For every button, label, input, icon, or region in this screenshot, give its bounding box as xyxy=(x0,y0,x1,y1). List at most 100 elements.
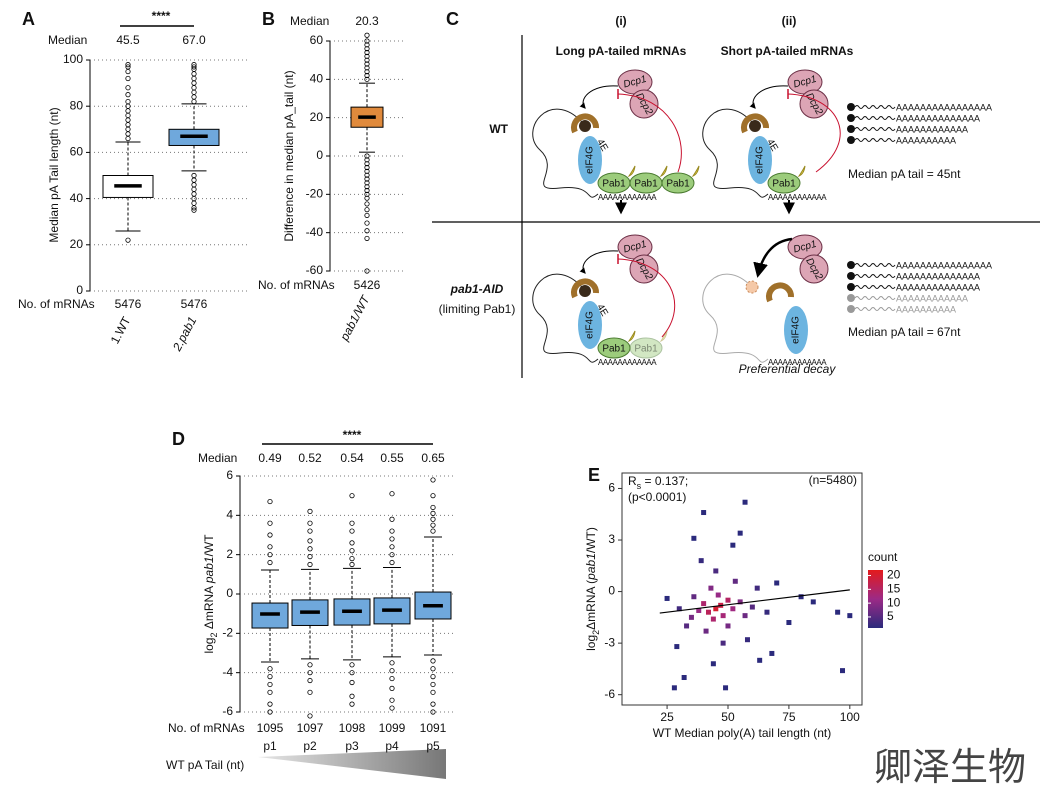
trend-line xyxy=(659,589,850,614)
decap-arrow xyxy=(753,237,793,278)
poly-a: AAAAAAAAAA xyxy=(896,135,956,145)
y-tick-label: 2 xyxy=(226,547,233,561)
outlier xyxy=(125,85,131,91)
count-label: 1099 xyxy=(379,721,406,735)
y-tick-label: 20 xyxy=(70,237,84,251)
outlier xyxy=(125,64,131,70)
pab-tag xyxy=(797,165,806,178)
x-tick-label: 50 xyxy=(721,710,735,724)
eif4g xyxy=(784,306,808,354)
pab-tag xyxy=(627,165,636,178)
inhibition xyxy=(617,258,676,338)
outlier xyxy=(389,675,395,682)
axis-label: log2 ΔmRNA pab1/WT xyxy=(202,534,219,654)
count-label: 5426 xyxy=(354,278,381,292)
point xyxy=(691,594,697,600)
count-title: No. of mRNAs xyxy=(258,278,335,292)
decap-arrow xyxy=(579,250,619,274)
outlier xyxy=(267,709,273,715)
eif4e xyxy=(571,113,599,134)
outlier xyxy=(125,135,131,142)
protein-label: Pab1 xyxy=(634,344,658,355)
outlier xyxy=(125,122,131,128)
y-tick-label: -40 xyxy=(306,225,324,239)
median-label: 0.55 xyxy=(380,451,404,465)
label-part: log xyxy=(584,635,598,651)
protein-label: Pab1 xyxy=(634,179,658,190)
label-part: 2 xyxy=(591,630,601,635)
point xyxy=(713,568,719,574)
row-note: (limiting Pab1) xyxy=(439,302,516,316)
outlier xyxy=(389,668,395,674)
outlier xyxy=(307,554,313,560)
point xyxy=(681,675,687,681)
point xyxy=(835,609,841,615)
outlier xyxy=(364,157,370,163)
label-part: R xyxy=(628,474,637,488)
row-label: WT xyxy=(489,122,508,136)
median-label: 0.65 xyxy=(421,451,445,465)
outlier xyxy=(191,207,197,213)
y-tick-label: -4 xyxy=(222,665,233,679)
y-tick-label: 0 xyxy=(316,148,323,162)
protein-label: eIF4G xyxy=(755,146,766,174)
point xyxy=(684,623,690,629)
outlier xyxy=(389,660,395,666)
decap-arrow xyxy=(579,85,619,109)
cap xyxy=(579,120,591,132)
outlier xyxy=(364,53,370,59)
column-title: Short pA-tailed mRNAs xyxy=(721,44,854,58)
outlier xyxy=(349,670,355,676)
outlier xyxy=(364,69,370,75)
inhibition xyxy=(617,93,682,173)
annotation: (n=5480) xyxy=(809,473,857,487)
outlier xyxy=(349,662,355,668)
point xyxy=(723,685,729,691)
outlier xyxy=(364,187,370,194)
y-tick-label: 80 xyxy=(70,98,84,112)
outlier xyxy=(364,180,370,186)
outlier xyxy=(125,131,131,137)
outlier xyxy=(349,561,355,568)
outlier xyxy=(430,673,436,680)
annotation: (p<0.0001) xyxy=(628,490,686,504)
point xyxy=(749,604,755,610)
outlier xyxy=(349,493,355,499)
point xyxy=(701,510,707,516)
outlier xyxy=(267,689,273,695)
outlier xyxy=(191,94,197,100)
outlier xyxy=(389,536,395,542)
point xyxy=(708,585,714,591)
outlier xyxy=(364,207,370,213)
outlier xyxy=(430,504,436,511)
panel-letter: E xyxy=(588,465,600,485)
outlier xyxy=(430,701,436,707)
cap-dot xyxy=(847,261,855,269)
label-part: 2 xyxy=(209,633,219,638)
pab-tag xyxy=(627,330,636,343)
median-title: Median xyxy=(290,14,329,28)
point xyxy=(742,613,748,619)
count-label: 5476 xyxy=(181,297,208,311)
mrna-body xyxy=(854,105,896,109)
point xyxy=(730,542,736,548)
outlier xyxy=(307,662,313,668)
x-tick-label: p1 xyxy=(263,739,277,753)
outlier xyxy=(349,555,355,562)
outlier xyxy=(389,552,395,558)
pab-tag xyxy=(691,165,700,178)
outlier xyxy=(349,548,355,554)
outlier xyxy=(191,98,197,105)
y-tick-label: -3 xyxy=(604,635,615,649)
outlier xyxy=(125,98,131,105)
point xyxy=(786,620,792,626)
outlier xyxy=(430,709,436,715)
outlier xyxy=(191,205,197,211)
outlier xyxy=(364,172,370,178)
median-title: Median xyxy=(198,451,237,465)
pab1 xyxy=(661,172,695,194)
point xyxy=(710,661,716,667)
label-part: = 0.137; xyxy=(641,474,688,488)
x-title: WT pA Tail (nt) xyxy=(166,758,244,772)
